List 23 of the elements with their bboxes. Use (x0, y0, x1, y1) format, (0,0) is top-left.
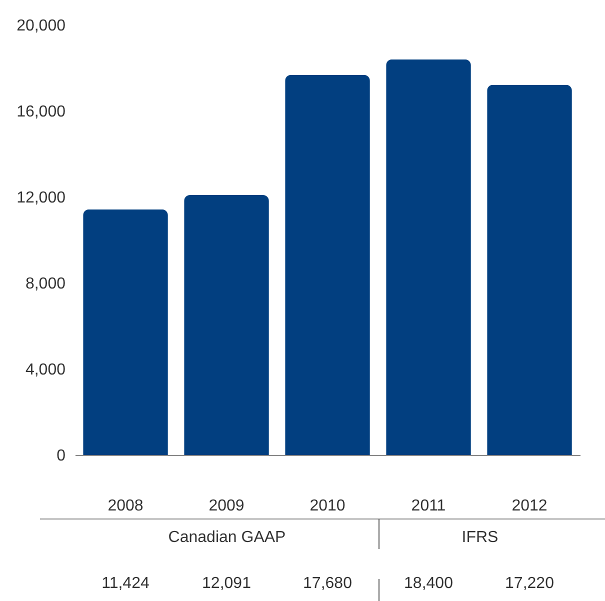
x-tick-label: 2008 (108, 498, 144, 514)
bar (487, 84, 572, 455)
bar (285, 74, 370, 455)
y-tick-label: 16,000 (16, 104, 66, 120)
x-tick-label: 2009 (208, 498, 244, 514)
bar (386, 59, 471, 455)
y-tick-label: 12,000 (16, 190, 66, 206)
y-tick-label: 4,000 (25, 362, 66, 378)
data-label: 17,220 (505, 575, 554, 592)
x-tick-label: 2012 (512, 498, 548, 514)
text: Canadian GAAP (168, 529, 286, 546)
data-label: 17,680 (303, 575, 352, 592)
bar (83, 209, 168, 455)
text: IFRS (462, 529, 498, 546)
data-label: 18,400 (404, 575, 454, 592)
x-tick-label: 2011 (411, 498, 446, 514)
y-tick-label: 0 (56, 448, 66, 464)
data-label: 12,091 (202, 575, 252, 592)
y-tick-label: 20,000 (16, 18, 66, 34)
x-tick-label: 2010 (310, 498, 346, 514)
y-tick-label: 8,000 (25, 276, 66, 292)
bar (184, 195, 269, 455)
data-label: 11,424 (102, 575, 150, 592)
